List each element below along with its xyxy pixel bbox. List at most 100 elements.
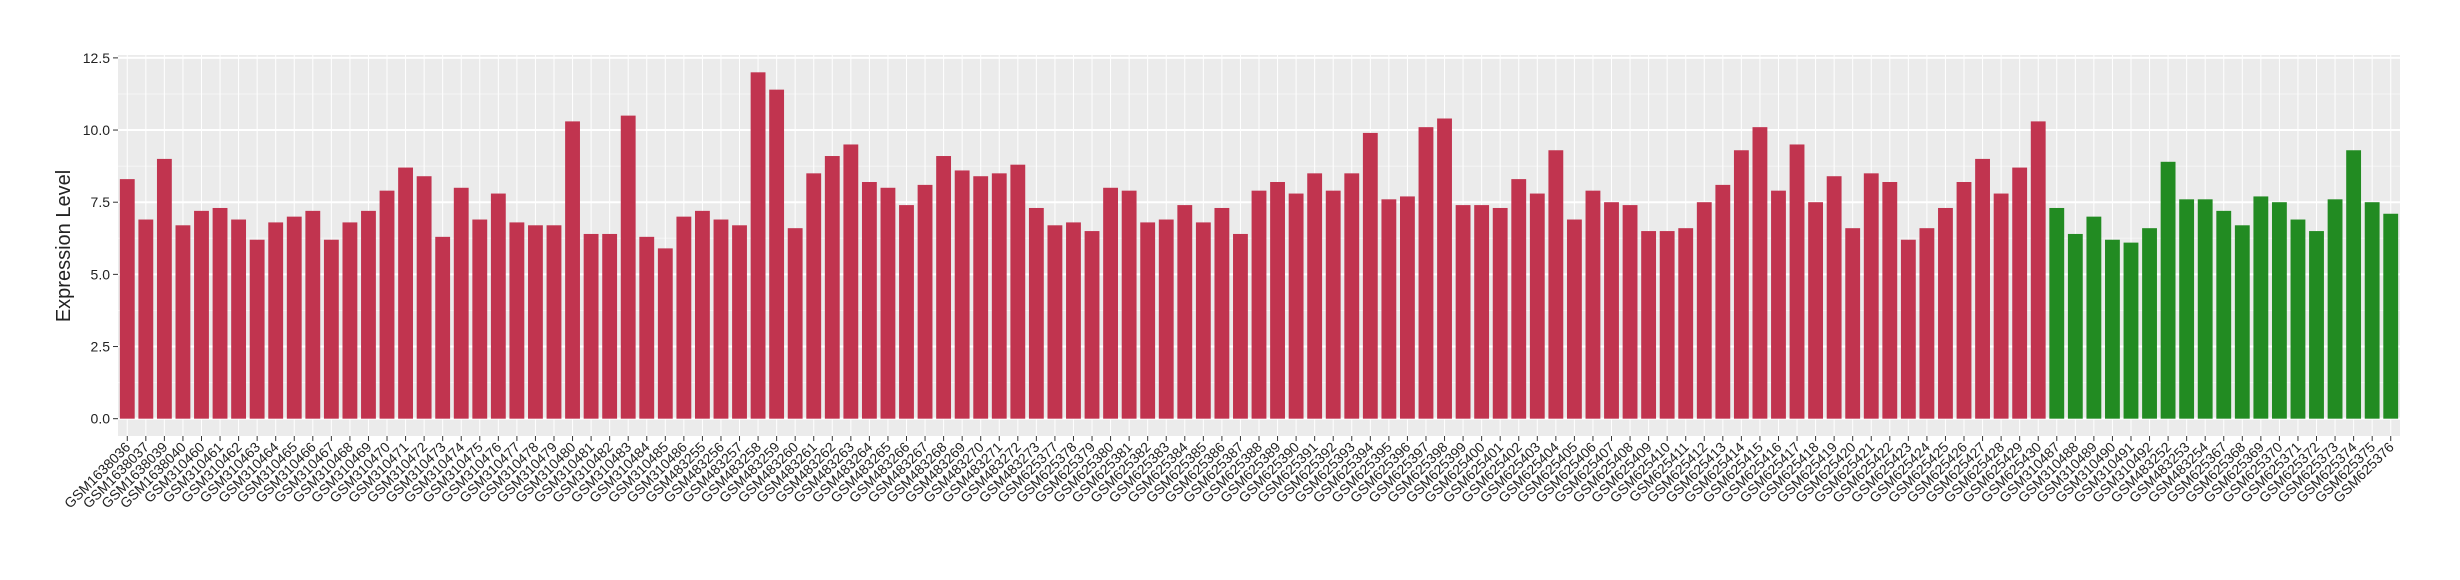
bar xyxy=(342,222,358,419)
y-tick-label: 10.0 xyxy=(83,122,110,138)
y-tick-label: 7.5 xyxy=(91,194,111,210)
bar xyxy=(1214,207,1230,419)
bar xyxy=(1845,228,1861,419)
bar xyxy=(175,225,191,419)
bar xyxy=(639,236,655,419)
bar xyxy=(2105,239,2120,419)
bar xyxy=(2309,231,2324,419)
bar xyxy=(2234,225,2250,419)
bar xyxy=(1028,207,1044,419)
bar xyxy=(2067,233,2083,419)
bar xyxy=(1288,193,1304,419)
bar xyxy=(1307,173,1323,419)
bar xyxy=(2271,202,2287,419)
bar xyxy=(899,205,914,419)
bar xyxy=(2383,213,2399,419)
bar xyxy=(1233,233,1248,419)
bar xyxy=(453,187,469,419)
bar xyxy=(1622,205,1638,419)
bar xyxy=(509,222,525,419)
bar xyxy=(1270,182,1285,419)
bar xyxy=(1529,193,1545,419)
bar xyxy=(2086,216,2102,419)
bar xyxy=(787,228,803,419)
bar xyxy=(361,210,376,419)
bar xyxy=(1344,173,1360,419)
bar xyxy=(2197,199,2213,419)
bar xyxy=(1733,150,1749,419)
bar xyxy=(194,210,209,419)
bar xyxy=(954,170,970,419)
bar xyxy=(138,219,154,419)
y-tick-label: 5.0 xyxy=(91,266,111,282)
bar xyxy=(1251,190,1267,419)
bar xyxy=(676,216,692,419)
bar xyxy=(1066,222,1081,419)
bar xyxy=(657,248,673,419)
bar xyxy=(843,144,859,419)
bar xyxy=(620,115,636,419)
bar xyxy=(1789,144,1805,419)
bar xyxy=(1084,231,1100,419)
bar xyxy=(2327,199,2343,419)
bar xyxy=(732,225,747,419)
bar xyxy=(268,222,284,419)
bar xyxy=(1325,190,1341,419)
bar xyxy=(1140,222,1156,419)
bar xyxy=(694,210,710,419)
y-tick-label: 0.0 xyxy=(91,411,111,427)
bar xyxy=(1195,222,1211,419)
bar xyxy=(1047,225,1063,419)
bar xyxy=(602,233,618,419)
bar xyxy=(490,193,506,419)
bar xyxy=(936,156,952,419)
bar xyxy=(861,182,877,419)
bar xyxy=(379,190,395,419)
bar xyxy=(1362,132,1378,419)
bar xyxy=(286,216,302,419)
bar xyxy=(1808,202,1824,419)
bar xyxy=(1604,202,1619,419)
bar xyxy=(917,184,933,419)
bar xyxy=(973,176,989,419)
bar xyxy=(435,236,451,419)
bar xyxy=(1919,228,1935,419)
bar xyxy=(1177,205,1193,419)
bar xyxy=(1938,207,1953,419)
bar xyxy=(1975,158,1990,419)
bar xyxy=(1956,182,1972,419)
bar xyxy=(1715,184,1731,419)
bar xyxy=(2253,196,2269,419)
y-axis-label: Expression Level xyxy=(53,170,75,322)
bar xyxy=(305,210,321,419)
bar xyxy=(1771,190,1786,419)
bar xyxy=(416,176,432,419)
bar xyxy=(1678,228,1694,419)
bar xyxy=(713,219,729,419)
bar xyxy=(2179,199,2195,419)
bar xyxy=(1103,187,1118,419)
bar xyxy=(583,233,599,419)
bar xyxy=(1566,219,1582,419)
bar xyxy=(1900,239,1916,419)
bar xyxy=(1381,199,1397,419)
bar xyxy=(2346,150,2362,419)
bar xyxy=(2290,219,2306,419)
bar xyxy=(212,207,228,419)
bar xyxy=(2216,210,2232,419)
bar xyxy=(2160,161,2176,419)
bar xyxy=(1437,118,1452,419)
bar xyxy=(750,72,766,419)
bar xyxy=(472,219,488,419)
bar xyxy=(1993,193,2009,419)
bar xyxy=(880,187,896,419)
bar xyxy=(1010,164,1026,419)
bar xyxy=(1121,190,1137,419)
bar xyxy=(1882,182,1898,419)
bar xyxy=(1863,173,1879,419)
bar xyxy=(806,173,822,419)
bar xyxy=(546,225,562,419)
bar xyxy=(1455,205,1471,419)
bar xyxy=(2123,242,2139,419)
